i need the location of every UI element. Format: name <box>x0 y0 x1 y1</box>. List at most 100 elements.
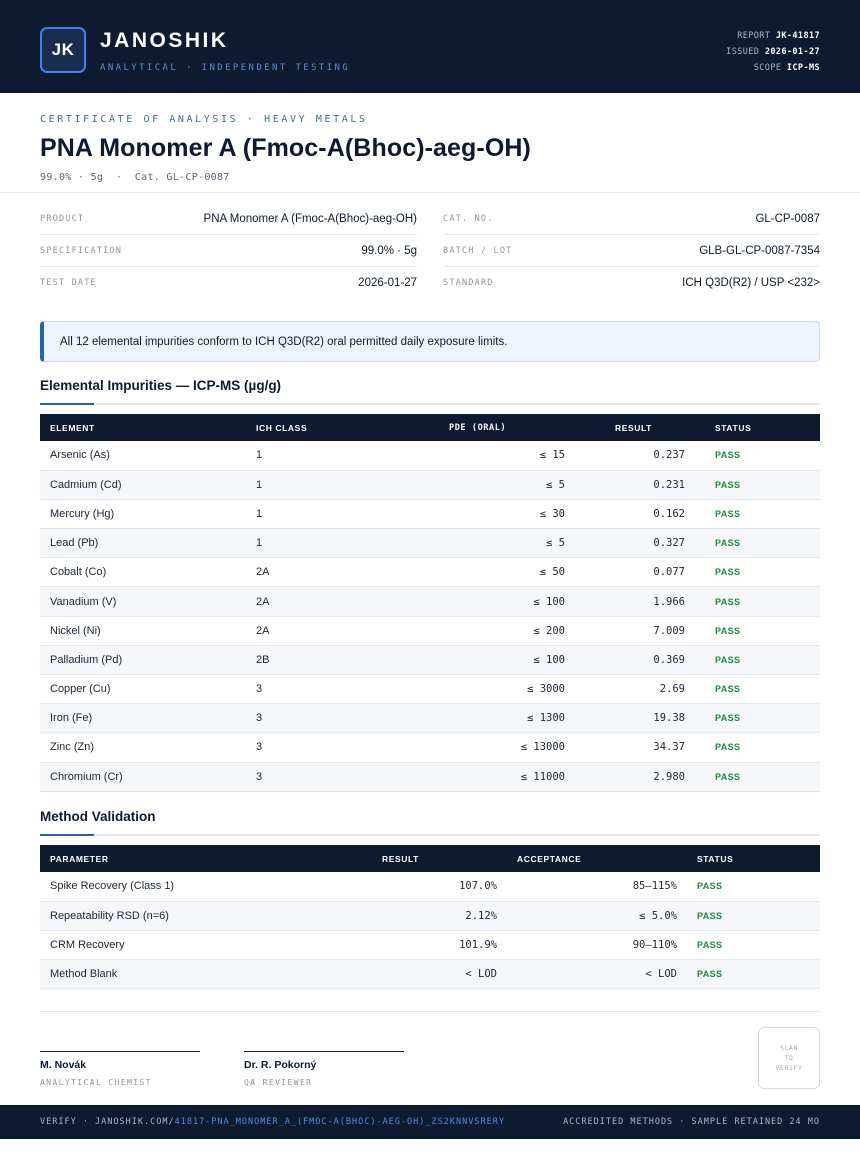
element-cell: Zinc (Zn) <box>40 732 246 763</box>
result-cell: 2.12% <box>340 901 507 931</box>
table-row: Lead (Pb) 1 ≤ 5 0.327 PASS <box>40 528 820 559</box>
qr-text: TO <box>784 1054 794 1062</box>
result-cell: 101.9% <box>340 930 507 961</box>
status-badge: PASS <box>687 930 820 961</box>
qr-text: SCAN <box>779 1044 799 1052</box>
impurities-table: ELEMENT ICH CLASS PDE (ORAL) RESULT STAT… <box>40 414 820 792</box>
section-rule-accent <box>40 834 94 836</box>
acceptance-cell: < LOD <box>507 959 687 990</box>
table-row: Copper (Cu) 3 ≤ 3000 2.69 PASS <box>40 674 820 705</box>
section-rule <box>40 403 820 405</box>
pde-cell: ≤ 13000 <box>403 732 575 763</box>
report-label: REPORT <box>737 31 771 41</box>
signature-role: QA REVIEWER <box>244 1078 313 1087</box>
info-label: BATCH / LOT <box>443 245 513 256</box>
result-cell: 0.231 <box>575 470 695 500</box>
signature-block: Dr. R. Pokorný QA REVIEWER <box>244 1051 404 1087</box>
divider <box>0 192 860 193</box>
result-cell: 0.237 <box>575 441 695 471</box>
element-cell: Copper (Cu) <box>40 674 246 705</box>
column-header-element: ELEMENT <box>50 422 95 433</box>
verify-text: VERIFY · JANOSHIK.COM/41817-PNA_MONOMER_… <box>40 1117 505 1127</box>
table-row: Vanadium (V) 2A ≤ 100 1.966 PASS <box>40 586 820 617</box>
result-cell: 2.69 <box>575 674 695 705</box>
pde-cell: ≤ 100 <box>403 645 575 676</box>
status-badge: PASS <box>695 703 820 734</box>
signature-line <box>244 1051 404 1052</box>
table-row: Repeatability RSD (n=6) 2.12% ≤ 5.0% PASS <box>40 901 820 931</box>
result-cell: 19.38 <box>575 703 695 734</box>
divider <box>40 1011 820 1012</box>
brand-name: JANOSHIK <box>100 29 229 52</box>
column-header-parameter: PARAMETER <box>50 853 109 864</box>
verify-qr-placeholder[interactable]: SCAN TO VERIFY <box>758 1027 820 1089</box>
result-cell: 2.980 <box>575 762 695 792</box>
issued-date: 2026-01-27 <box>764 47 820 57</box>
column-header-result: RESULT <box>382 853 419 864</box>
element-cell: Mercury (Hg) <box>40 499 246 530</box>
result-cell: < LOD <box>340 959 507 990</box>
element-cell: Arsenic (As) <box>40 441 246 471</box>
table-row: Spike Recovery (Class 1) 107.0% 85–115% PAS… <box>40 872 820 902</box>
table-row: Chromium (Cr) 3 ≤ 11000 2.980 PASS <box>40 762 820 792</box>
table-row: Cobalt (Co) 2A ≤ 50 0.077 PASS <box>40 557 820 588</box>
signature-block: M. Novák ANALYTICAL CHEMIST <box>40 1051 200 1087</box>
column-header-status: STATUS <box>697 853 734 864</box>
validation-table: PARAMETER RESULT ACCEPTANCE STATUS Spike… <box>40 845 820 990</box>
status-badge: PASS <box>695 762 820 792</box>
table-row: Mercury (Hg) 1 ≤ 30 0.162 PASS <box>40 499 820 530</box>
info-value: 99.0% · 5g <box>361 244 417 257</box>
column-header-ich-class: ICH CLASS <box>256 422 308 433</box>
element-cell: Cobalt (Co) <box>40 557 246 588</box>
table-row: Nickel (Ni) 2A ≤ 200 7.009 PASS <box>40 616 820 646</box>
verify-prefix: VERIFY · JANOSHIK.COM/ <box>40 1117 175 1127</box>
brand-tagline: ANALYTICAL · INDEPENDENT TESTING <box>100 63 351 73</box>
conformance-notice: All 12 elemental impurities conform to I… <box>40 321 820 362</box>
column-header-pde: PDE (ORAL) <box>449 422 507 433</box>
table-header-row: ELEMENT ICH CLASS PDE (ORAL) RESULT STAT… <box>40 414 820 441</box>
pde-cell: ≤ 1300 <box>403 703 575 734</box>
acceptance-cell: 90–110% <box>507 930 687 961</box>
status-badge: PASS <box>695 645 820 676</box>
parameter-cell: Repeatability RSD (n=6) <box>40 901 340 931</box>
result-cell: 34.37 <box>575 732 695 763</box>
status-badge: PASS <box>695 557 820 588</box>
acceptance-cell: ≤ 5.0% <box>507 901 687 931</box>
result-cell: 7.009 <box>575 616 695 646</box>
verify-link[interactable]: 41817-PNA_MONOMER_A_(FMOC-A(BHOC)-AEG-OH… <box>174 1117 505 1127</box>
impurities-section-title: Elemental Impurities — ICP-MS (µg/g) <box>40 378 282 393</box>
info-value: GL-CP-0087 <box>755 212 820 225</box>
ich-class-cell: 1 <box>246 499 403 530</box>
info-value: PNA Monomer A (Fmoc-A(Bhoc)-aeg-OH) <box>203 212 417 225</box>
ich-class-cell: 1 <box>246 441 403 471</box>
table-row: Method Blank < LOD < LOD PASS <box>40 959 820 990</box>
section-rule-accent <box>40 403 94 405</box>
page-title: PNA Monomer A (Fmoc-A(Bhoc)-aeg-OH) <box>40 134 531 162</box>
element-cell: Chromium (Cr) <box>40 762 246 792</box>
signature-role: ANALYTICAL CHEMIST <box>40 1078 152 1087</box>
table-row: Palladium (Pd) 2B ≤ 100 0.369 PASS <box>40 645 820 676</box>
certificate-eyebrow: CERTIFICATE OF ANALYSIS · HEAVY METALS <box>40 114 368 125</box>
status-badge: PASS <box>687 959 820 990</box>
status-badge: PASS <box>695 499 820 530</box>
pde-cell: ≤ 100 <box>403 586 575 617</box>
info-value: ICH Q3D(R2) / USP <232> <box>682 277 820 289</box>
info-row-test-date: TEST DATE 2026-01-27 <box>40 267 417 299</box>
info-label: CAT. NO. <box>443 213 494 224</box>
scope-value: ICP-MS <box>786 63 820 73</box>
status-badge: PASS <box>695 470 820 500</box>
element-cell: Vanadium (V) <box>40 586 246 617</box>
ich-class-cell: 3 <box>246 674 403 705</box>
pde-cell: ≤ 11000 <box>403 762 575 792</box>
status-badge: PASS <box>687 901 820 931</box>
pde-cell: ≤ 5 <box>403 470 575 500</box>
status-badge: PASS <box>695 616 820 646</box>
ich-class-cell: 2A <box>246 616 403 646</box>
ich-class-cell: 3 <box>246 703 403 734</box>
signature-line <box>40 1051 200 1052</box>
result-cell: 0.327 <box>575 528 695 559</box>
result-cell: 0.369 <box>575 645 695 676</box>
pde-cell: ≤ 50 <box>403 557 575 588</box>
info-grid-left: PRODUCT PNA Monomer A (Fmoc-A(Bhoc)-aeg-… <box>40 203 417 299</box>
logo: JK <box>40 27 86 73</box>
